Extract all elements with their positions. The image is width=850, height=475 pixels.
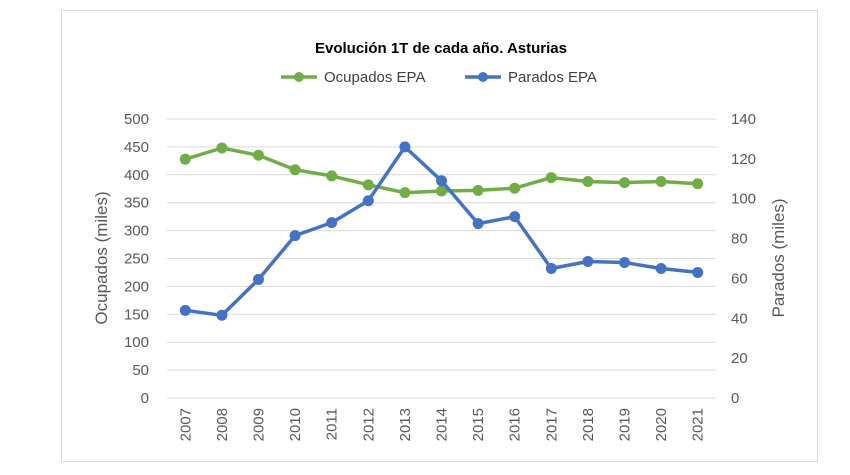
y-tick-label: 0 [141, 390, 149, 407]
y2-tick-label: 140 [731, 111, 756, 128]
data-point [582, 175, 594, 187]
data-point [362, 195, 374, 207]
series-layer [179, 141, 704, 321]
y2-tick-label: 80 [731, 231, 748, 248]
y-tick-label: 200 [124, 278, 149, 295]
data-point [179, 153, 191, 165]
data-point [399, 141, 411, 153]
x-tick-label: 2017 [543, 408, 560, 441]
data-point [326, 217, 338, 229]
data-point [179, 304, 191, 316]
data-point [289, 164, 301, 176]
x-tick-label: 2009 [251, 408, 268, 441]
x-tick-label: 2019 [617, 408, 634, 441]
x-tick-label: 2007 [177, 408, 194, 441]
legend-marker-parados [478, 72, 488, 82]
y2-tick-label: 40 [731, 310, 748, 327]
x-tick-label: 2015 [470, 408, 487, 441]
y-tick-label: 150 [124, 306, 149, 323]
gridlines [167, 118, 716, 399]
x-tick-label: 2016 [507, 408, 524, 441]
y-tick-label: 500 [124, 111, 149, 128]
data-point [362, 179, 374, 191]
legend: Ocupados EPA Parados EPA [281, 69, 597, 86]
y-axis-right-ticks: 0 20 40 60 80 100 120 140 [731, 111, 756, 407]
data-point [655, 262, 667, 274]
y-tick-label: 100 [124, 334, 149, 351]
data-point [216, 142, 228, 154]
x-tick-label: 2014 [434, 408, 451, 441]
data-point [253, 149, 264, 161]
y-tick-label: 50 [132, 362, 149, 379]
data-point [692, 178, 704, 190]
data-point [436, 185, 447, 197]
y-tick-label: 400 [124, 167, 149, 184]
series-ocupados [179, 142, 704, 199]
y2-tick-label: 60 [731, 270, 748, 287]
x-tick-label: 2018 [580, 408, 597, 441]
x-axis-ticks: 2007 2008 2009 2010 2011 2012 2013 2014 2015 2016… [177, 408, 706, 441]
data-point [472, 218, 484, 230]
line-chart: Evolución 1T de cada año. Asturias Ocupa… [92, 40, 788, 441]
data-point [289, 230, 301, 242]
data-point [545, 172, 557, 184]
data-point [326, 170, 338, 182]
y-axis-left-ticks: 0 50 100 150 200 250 300 350 400 450 500 [124, 111, 149, 407]
x-tick-label: 2008 [214, 408, 231, 441]
x-tick-label: 2013 [397, 408, 414, 441]
data-point [509, 182, 521, 194]
y-tick-label: 450 [124, 139, 149, 156]
y-tick-label: 250 [124, 251, 149, 268]
y-tick-label: 300 [124, 223, 149, 240]
data-point [619, 177, 630, 189]
data-point [692, 266, 704, 278]
y2-tick-label: 20 [731, 350, 748, 367]
data-point [509, 211, 521, 223]
data-point [582, 255, 594, 267]
data-point [472, 184, 484, 196]
legend-label-ocupados: Ocupados EPA [324, 69, 425, 86]
series-parados [179, 141, 704, 321]
chart-title: Evolución 1T de cada año. Asturias [315, 40, 567, 57]
y2-tick-label: 100 [731, 191, 756, 208]
y2-tick-label: 0 [731, 390, 739, 407]
x-tick-label: 2021 [690, 408, 707, 441]
data-point [253, 273, 264, 285]
legend-marker-ocupados [294, 72, 304, 82]
data-point [545, 262, 557, 274]
x-tick-label: 2012 [360, 408, 377, 441]
x-tick-label: 2011 [324, 408, 341, 440]
x-tick-label: 2020 [653, 408, 670, 441]
data-point [216, 309, 228, 321]
chart-area: Evolución 1T de cada año. Asturias Ocupa… [61, 10, 818, 462]
legend-label-parados: Parados EPA [508, 69, 597, 86]
data-point [655, 175, 667, 187]
data-point [619, 256, 630, 268]
data-point [436, 175, 447, 187]
y-axis-right-title: Parados (miles) [769, 198, 788, 317]
x-tick-label: 2010 [287, 408, 304, 441]
y-axis-left-title: Ocupados (miles) [92, 191, 111, 324]
y2-tick-label: 120 [731, 151, 756, 168]
y-tick-label: 350 [124, 195, 149, 212]
data-point [399, 187, 411, 199]
